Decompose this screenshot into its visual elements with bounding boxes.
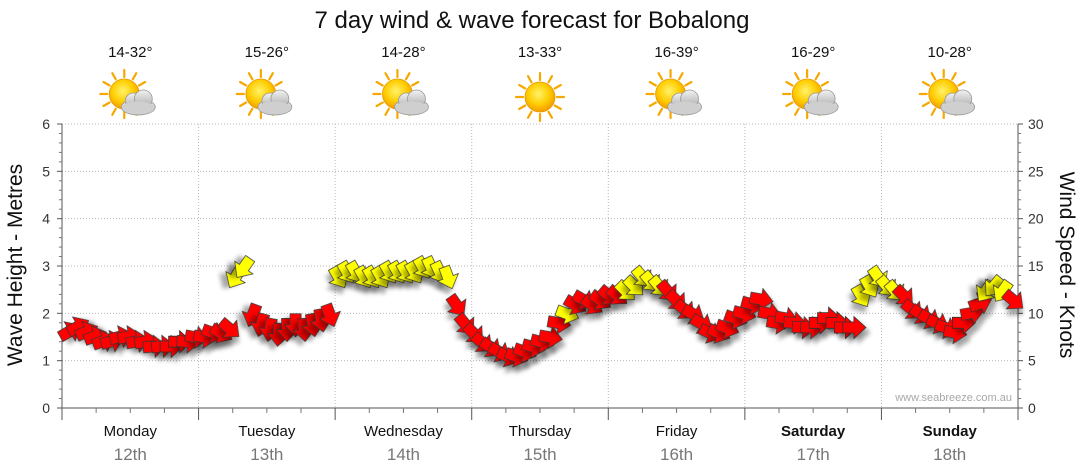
day-name-label: Thursday [509, 423, 572, 440]
left-tick-label: 0 [42, 400, 50, 416]
day-name-label: Friday [656, 423, 698, 440]
right-tick-label: 25 [1028, 163, 1044, 179]
temperature-range-label: 14-32° [108, 44, 152, 61]
left-tick-label: 6 [42, 116, 50, 132]
wind-arrow [748, 287, 774, 312]
right-tick-label: 0 [1028, 400, 1036, 416]
right-tick-label: 20 [1028, 211, 1044, 227]
gridlines [62, 123, 1018, 408]
day-date-label: 15th [523, 445, 556, 464]
left-tick-label: 5 [42, 163, 50, 179]
partly-cloudy-icon [235, 68, 293, 120]
day-name-label: Tuesday [238, 423, 295, 440]
day-date-label: 17th [797, 445, 830, 464]
day-date-label: 18th [933, 445, 966, 464]
chart-title: 7 day wind & wave forecast for Bobalong [315, 7, 750, 34]
temperature-range-label: 10-28° [928, 44, 972, 61]
wind-arrow [1001, 288, 1024, 310]
wind-arrow [217, 316, 240, 338]
wind-arrow [318, 302, 342, 328]
day-name-label: Wednesday [364, 423, 443, 440]
day-date-label: 16th [660, 445, 693, 464]
temperature-range-label: 16-39° [654, 44, 698, 61]
left-tick-label: 4 [42, 211, 50, 227]
wind-arrow [842, 315, 867, 340]
right-axis: 0 5 10 15 20 25 30 [1017, 116, 1044, 416]
temperature-range-label: 15-26° [245, 44, 289, 61]
partly-cloudy-icon [782, 68, 839, 120]
x-axis: Monday 12th Tuesday 13th Wednesday 14th Thursd… [61, 407, 1019, 464]
daily-header-row: 14-32° 15-26° 14-28° 13-33° 16-39° 16-29° 10-2… [99, 44, 976, 123]
partly-cloudy-icon [372, 68, 429, 120]
partly-cloudy-icon [99, 68, 156, 120]
wind-arrow-series [56, 254, 1024, 368]
left-axis-title: Wave Height - Metres [4, 164, 27, 366]
right-tick-label: 30 [1028, 116, 1044, 132]
right-tick-label: 15 [1028, 258, 1044, 274]
temperature-range-label: 16-29° [791, 44, 835, 61]
sunny-icon [514, 71, 566, 123]
credit-watermark: www.seabreeze.com.au [894, 392, 1012, 404]
left-axis: 0 1 2 3 4 5 6 [42, 116, 63, 416]
wind-arrow [445, 292, 467, 316]
right-axis-title: Wind Speed - Knots [1055, 172, 1078, 359]
right-tick-label: 5 [1028, 353, 1036, 369]
partly-cloudy-icon [918, 68, 976, 120]
day-date-label: 12th [114, 445, 147, 464]
temperature-range-label: 13-33° [518, 44, 562, 61]
left-tick-label: 1 [42, 353, 50, 369]
partly-cloudy-icon [645, 68, 702, 120]
wind-arrow [538, 325, 563, 350]
day-name-label: Monday [104, 423, 158, 440]
day-date-label: 13th [250, 445, 283, 464]
left-tick-label: 3 [42, 258, 50, 274]
right-tick-label: 10 [1028, 305, 1044, 321]
day-name-label: Saturday [781, 423, 846, 440]
temperature-range-label: 14-28° [381, 44, 425, 61]
left-tick-label: 2 [42, 305, 50, 321]
day-date-label: 14th [387, 445, 420, 464]
day-name-label: Sunday [923, 423, 978, 440]
wind-arrow [234, 254, 256, 278]
wind-arrow [436, 264, 460, 290]
